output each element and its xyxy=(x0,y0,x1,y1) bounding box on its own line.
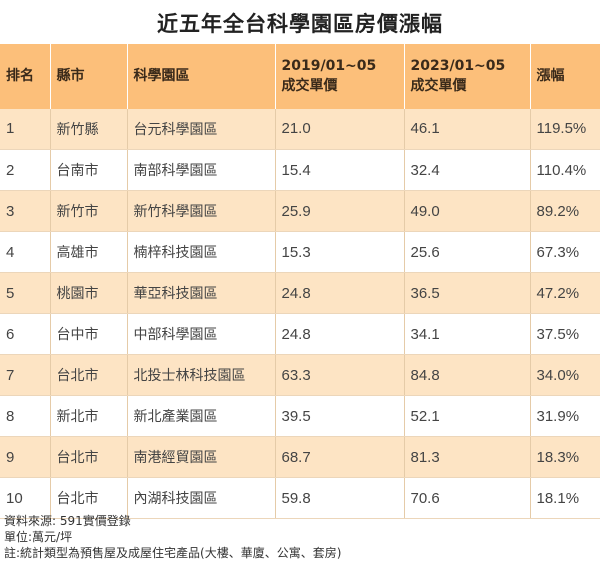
cell-park: 中部科學園區 xyxy=(127,313,276,355)
cell-park: 台元科學園區 xyxy=(127,108,276,150)
cell-price-2019: 25.9 xyxy=(275,190,405,232)
cell-city: 桃園市 xyxy=(50,272,128,314)
cell-rank: 7 xyxy=(0,354,51,396)
cell-price-2023: 46.1 xyxy=(404,108,531,150)
cell-city: 新竹縣 xyxy=(50,108,128,150)
cell-city: 新北市 xyxy=(50,395,128,437)
table-row: 8 新北市 新北產業園區 39.5 52.1 31.9% xyxy=(0,395,600,437)
cell-park: 新北產業園區 xyxy=(127,395,276,437)
table-row: 3 新竹市 新竹科學園區 25.9 49.0 89.2% xyxy=(0,190,600,232)
header-city: 縣市 xyxy=(50,43,128,109)
note-remark: 註:統計類型為預售屋及成屋住宅產品(大樓、華廈、公寓、套房) xyxy=(4,546,342,560)
cell-city: 新竹市 xyxy=(50,190,128,232)
cell-city: 台中市 xyxy=(50,313,128,355)
table-row: 5 桃園市 華亞科技園區 24.8 36.5 47.2% xyxy=(0,272,600,314)
cell-price-2023: 36.5 xyxy=(404,272,531,314)
cell-city: 台南市 xyxy=(50,149,128,191)
cell-price-2023: 52.1 xyxy=(404,395,531,437)
table-title: 近五年全台科學園區房價漲幅 xyxy=(157,12,443,36)
cell-growth: 37.5% xyxy=(530,313,600,355)
cell-growth: 31.9% xyxy=(530,395,600,437)
cell-park: 南港經貿園區 xyxy=(127,436,276,478)
cell-growth: 89.2% xyxy=(530,190,600,232)
cell-rank: 1 xyxy=(0,108,51,150)
cell-price-2019: 63.3 xyxy=(275,354,405,396)
cell-price-2023: 84.8 xyxy=(404,354,531,396)
cell-growth: 18.3% xyxy=(530,436,600,478)
table-row: 7 台北市 北投士林科技園區 63.3 84.8 34.0% xyxy=(0,354,600,396)
cell-price-2019: 15.3 xyxy=(275,231,405,273)
cell-price-2023: 34.1 xyxy=(404,313,531,355)
cell-price-2019: 24.8 xyxy=(275,313,405,355)
cell-price-2019: 39.5 xyxy=(275,395,405,437)
header-growth: 漲幅 xyxy=(530,43,600,109)
header-price-2023: 2023/01~05 成交單價 xyxy=(404,43,531,109)
cell-price-2019: 59.8 xyxy=(275,477,405,519)
cell-city: 台北市 xyxy=(50,477,128,519)
cell-growth: 18.1% xyxy=(530,477,600,519)
cell-park: 內湖科技園區 xyxy=(127,477,276,519)
cell-city: 高雄市 xyxy=(50,231,128,273)
table-row: 6 台中市 中部科學園區 24.8 34.1 37.5% xyxy=(0,313,600,355)
cell-price-2019: 24.8 xyxy=(275,272,405,314)
cell-rank: 2 xyxy=(0,149,51,191)
header-price-2023-period: 2023/01~05 xyxy=(410,58,506,75)
cell-growth: 47.2% xyxy=(530,272,600,314)
cell-growth: 119.5% xyxy=(530,108,600,150)
cell-rank: 4 xyxy=(0,231,51,273)
table-row: 4 高雄市 楠梓科技園區 15.3 25.6 67.3% xyxy=(0,231,600,273)
cell-price-2023: 25.6 xyxy=(404,231,531,273)
cell-park: 楠梓科技園區 xyxy=(127,231,276,273)
cell-rank: 6 xyxy=(0,313,51,355)
header-price-2023-label: 成交單價 xyxy=(410,78,467,95)
header-rank: 排名 xyxy=(0,43,51,109)
header-price-2019: 2019/01~05 成交單價 xyxy=(275,43,405,109)
note-source: 資料來源: 591實價登錄 xyxy=(4,514,131,528)
table-row: 1 新竹縣 台元科學園區 21.0 46.1 119.5% xyxy=(0,108,600,150)
table-body: 1 新竹縣 台元科學園區 21.0 46.1 119.5% 2 台南市 南部科學園區 15.4 32… xyxy=(0,108,600,519)
note-unit: 單位:萬元/坪 xyxy=(4,530,73,544)
cell-park: 北投士林科技園區 xyxy=(127,354,276,396)
cell-price-2019: 15.4 xyxy=(275,149,405,191)
table-row: 9 台北市 南港經貿園區 68.7 81.3 18.3% xyxy=(0,436,600,478)
header-park: 科學園區 xyxy=(127,43,276,109)
table-notes: 資料來源: 591實價登錄 單位:萬元/坪 註:統計類型為預售屋及成屋住宅產品(… xyxy=(4,513,341,561)
cell-park: 新竹科學園區 xyxy=(127,190,276,232)
cell-growth: 34.0% xyxy=(530,354,600,396)
cell-park: 南部科學園區 xyxy=(127,149,276,191)
cell-growth: 110.4% xyxy=(530,149,600,191)
cell-rank: 10 xyxy=(0,477,51,519)
cell-price-2023: 32.4 xyxy=(404,149,531,191)
table-row: 2 台南市 南部科學園區 15.4 32.4 110.4% xyxy=(0,149,600,191)
cell-city: 台北市 xyxy=(50,436,128,478)
cell-price-2023: 81.3 xyxy=(404,436,531,478)
cell-rank: 9 xyxy=(0,436,51,478)
cell-rank: 5 xyxy=(0,272,51,314)
price-growth-table: 排名 縣市 科學園區 2019/01~05 成交單價 2023/01~05 成交… xyxy=(0,43,600,519)
cell-price-2023: 70.6 xyxy=(404,477,531,519)
cell-park: 華亞科技園區 xyxy=(127,272,276,314)
cell-price-2019: 68.7 xyxy=(275,436,405,478)
cell-growth: 67.3% xyxy=(530,231,600,273)
header-price-2019-period: 2019/01~05 xyxy=(281,58,377,75)
cell-city: 台北市 xyxy=(50,354,128,396)
table-row: 10 台北市 內湖科技園區 59.8 70.6 18.1% xyxy=(0,477,600,519)
header-row: 排名 縣市 科學園區 2019/01~05 成交單價 2023/01~05 成交… xyxy=(0,43,600,109)
header-price-2019-label: 成交單價 xyxy=(281,78,338,95)
cell-rank: 8 xyxy=(0,395,51,437)
cell-price-2019: 21.0 xyxy=(275,108,405,150)
cell-price-2023: 49.0 xyxy=(404,190,531,232)
cell-rank: 3 xyxy=(0,190,51,232)
